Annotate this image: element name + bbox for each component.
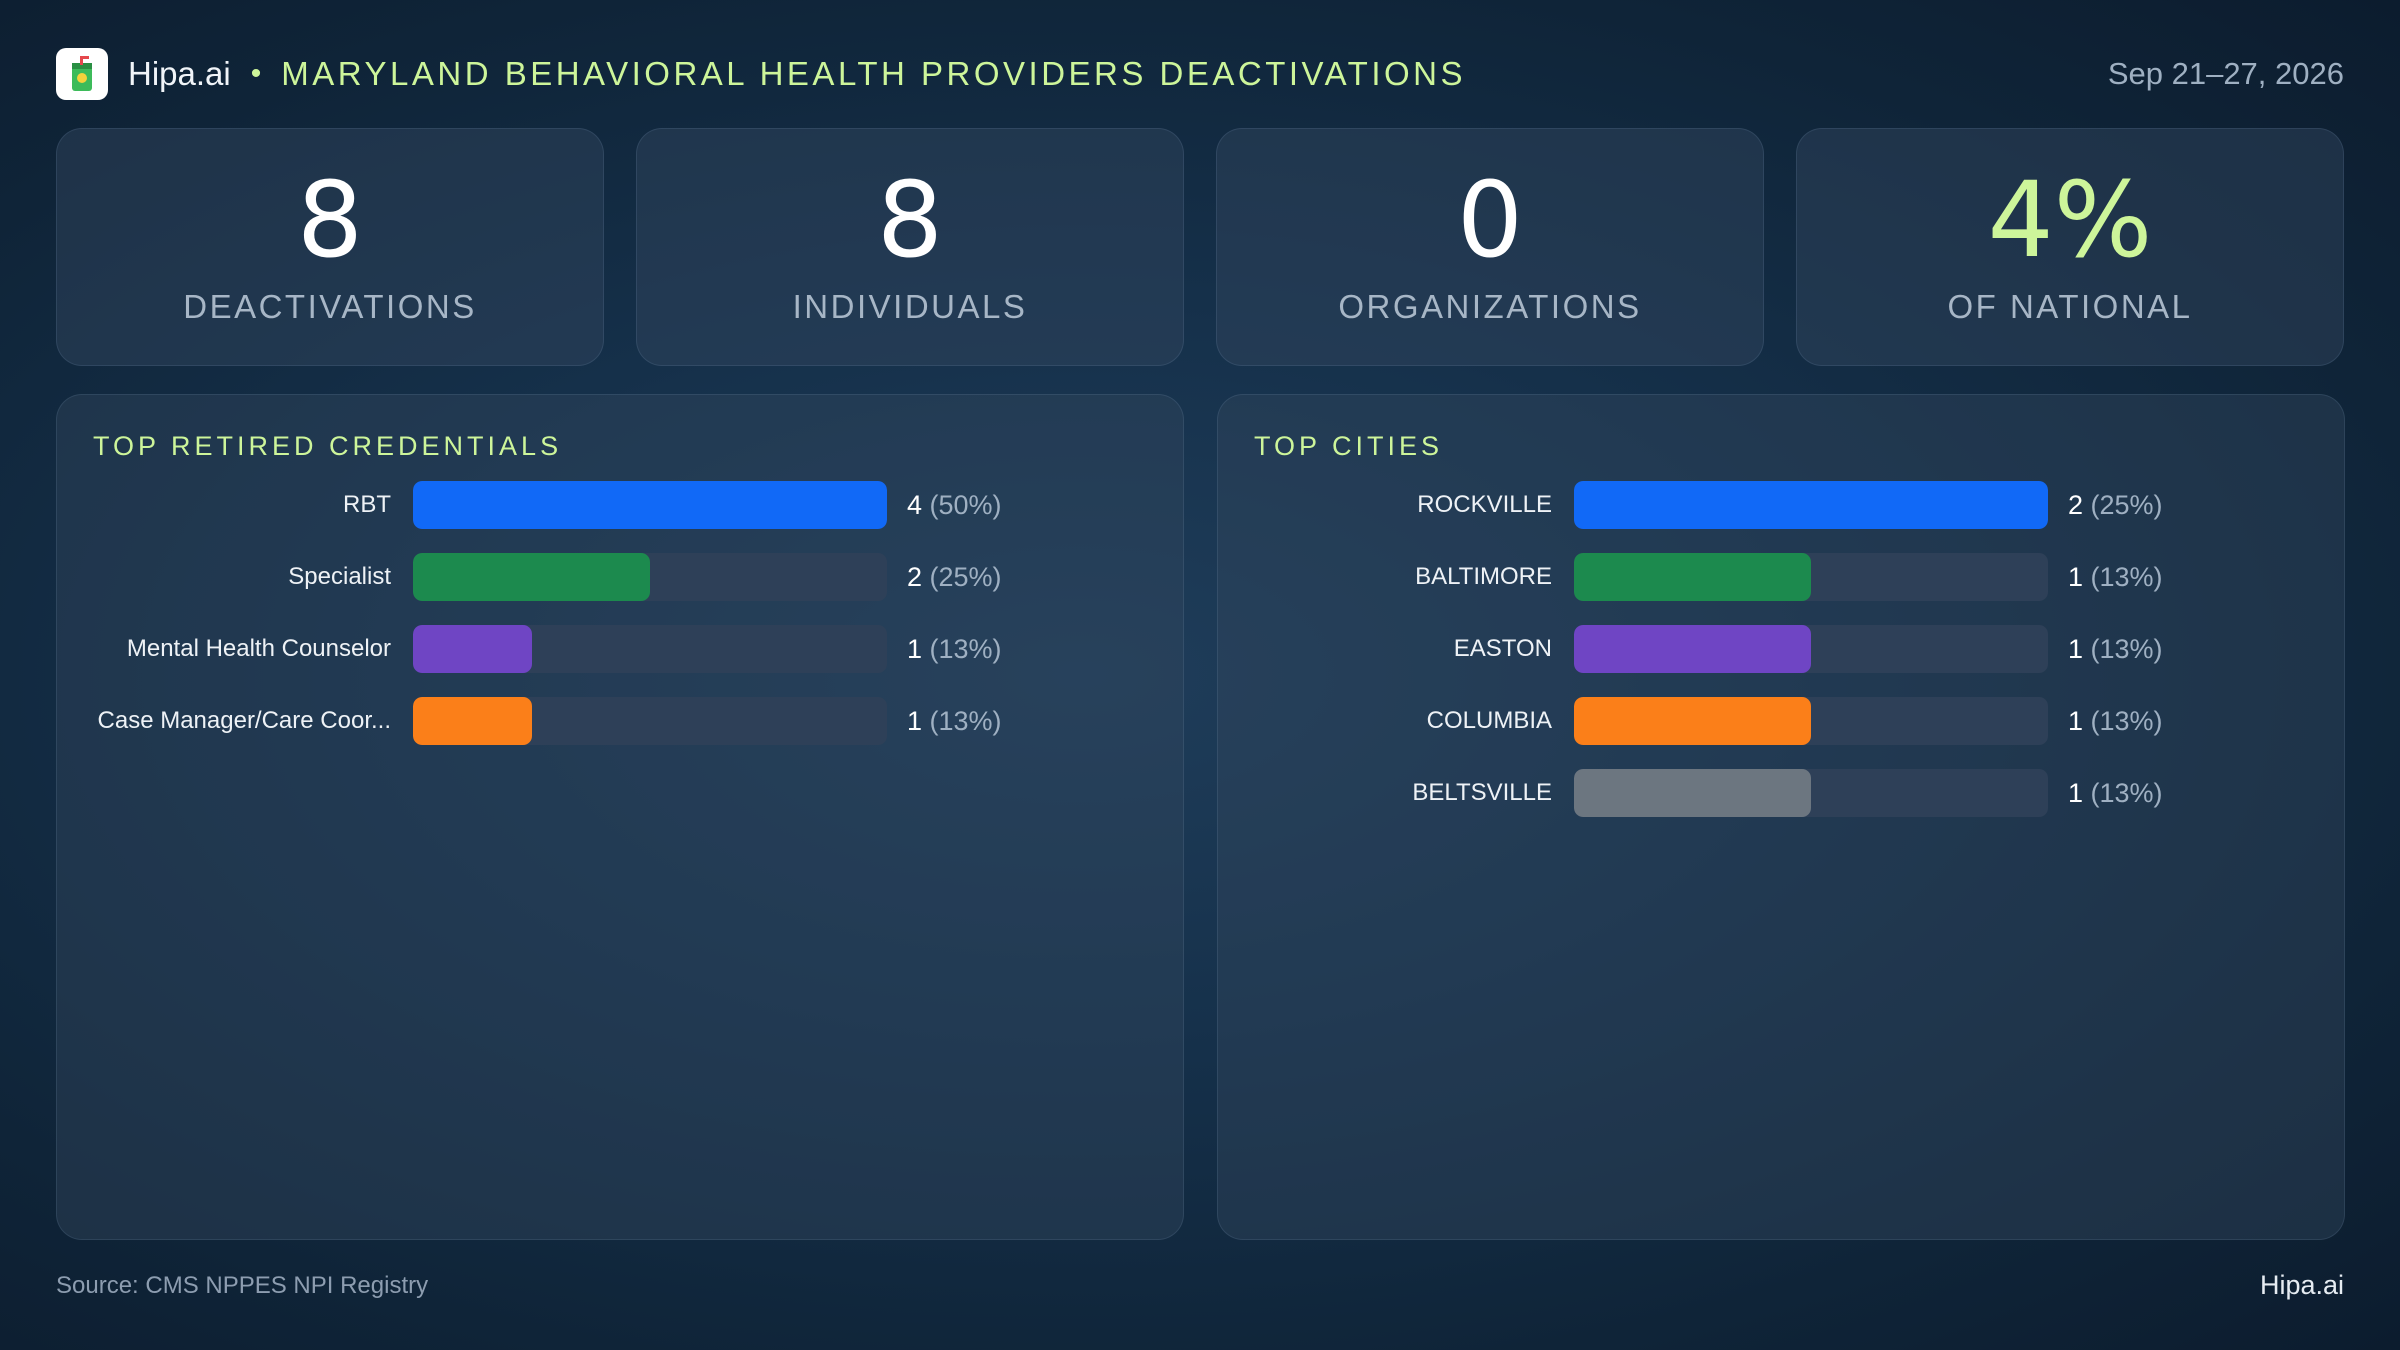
credentials-chart-panel: TOP RETIRED CREDENTIALS RBT 4 (50%) Specia… [56,394,1184,1240]
bar [413,481,887,529]
bar-label: BELTSVILLE [1412,779,1552,806]
bar-track [1574,769,2048,817]
bar-label: EASTON [1453,635,1552,662]
kpi-card-organizations: 0 ORGANIZATIONS [1216,128,1764,366]
kpi-label: OF NATIONAL [1947,288,2193,325]
bar-value-label: 1 (13%) [2068,553,2163,601]
chart-title: TOP CITIES [1254,431,1444,461]
kpi-card-deactivations: 8 DEACTIVATIONS [56,128,604,366]
cities-chart-panel: TOP CITIES ROCKVILLE 2 (25%) BALTIMORE 1 (1… [1217,394,2345,1240]
bar [1574,769,1811,817]
bar-value-label: 2 (25%) [907,553,1002,601]
bar-percent: (13%) [2090,634,2163,664]
bar-value: 1 [2068,706,2091,736]
bar [1574,697,1811,745]
bar-label: Mental Health Counselor [126,635,391,662]
bar-percent: (13%) [2090,778,2163,808]
kpi-row: 8 DEACTIVATIONS 8 INDIVIDUALS 0 ORGANIZA… [56,128,2344,366]
page-title: MARYLAND BEHAVIORAL HEALTH PROVIDERS DEA… [281,55,1467,92]
bar-value: 2 [907,562,930,592]
bar [1574,481,2048,529]
kpi-value: 8 [876,159,944,281]
kpi-card-individuals: 8 INDIVIDUALS [636,128,1184,366]
date-range: Sep 21–27, 2026 [2107,56,2344,91]
bar [1574,625,1811,673]
bar-label: BALTIMORE [1415,563,1552,590]
bar-value: 2 [2068,490,2091,520]
bar-value-label: 4 (50%) [907,481,1002,529]
bar-value: 4 [907,490,930,520]
title-separator: • [250,57,262,90]
bar-track [1574,625,2048,673]
bar-track [413,553,887,601]
kpi-card-national-share: 4% OF NATIONAL [1796,128,2344,366]
bar-percent: (50%) [929,490,1002,520]
bar-value: 1 [2068,778,2091,808]
beverage-cup-icon [56,48,108,100]
kpi-value: 4% [1987,159,2153,281]
bar-track [1574,481,2048,529]
chart-title: TOP RETIRED CREDENTIALS [93,431,563,461]
bar-value: 1 [2068,634,2091,664]
bar-value-label: 1 (13%) [907,625,1002,673]
header: Hipa.ai • MARYLAND BEHAVIORAL HEALTH PRO… [56,48,2344,100]
footer-brand: Hipa.ai [2259,1270,2344,1300]
bar-value: 1 [2068,562,2091,592]
bar-track [413,481,887,529]
bar-row: COLUMBIA 1 (13%) [1218,697,2344,745]
bar-percent: (13%) [2090,706,2163,736]
bar-percent: (13%) [929,706,1002,736]
bar-row: Mental Health Counselor 1 (13%) [57,625,1183,673]
kpi-label: DEACTIVATIONS [183,288,477,325]
bar-label: ROCKVILLE [1417,491,1552,518]
bar-percent: (25%) [929,562,1002,592]
bar-percent: (13%) [929,634,1002,664]
bar-track [1574,553,2048,601]
bar-row: ROCKVILLE 2 (25%) [1218,481,2344,529]
bar-value-label: 1 (13%) [907,697,1002,745]
bar-label: RBT [343,491,391,518]
bar-row: RBT 4 (50%) [57,481,1183,529]
kpi-value: 0 [1456,159,1524,281]
bar-value-label: 1 (13%) [2068,625,2163,673]
bar-track [413,697,887,745]
bar [413,553,650,601]
bar-row: BELTSVILLE 1 (13%) [1218,769,2344,817]
bar-value-label: 1 (13%) [2068,769,2163,817]
bar [413,625,532,673]
bar-value-label: 1 (13%) [2068,697,2163,745]
bar-label: COLUMBIA [1426,707,1552,734]
bar-value: 1 [907,706,930,736]
bar-row: EASTON 1 (13%) [1218,625,2344,673]
bar [413,697,532,745]
bar-row: Case Manager/Care Coor... 1 (13%) [57,697,1183,745]
bar-percent: (13%) [2090,562,2163,592]
kpi-label: ORGANIZATIONS [1338,288,1642,325]
brand-name: Hipa.ai [128,55,231,92]
bar-value-label: 2 (25%) [2068,481,2163,529]
bar-label: Specialist [288,563,391,590]
bar-label: Case Manager/Care Coor... [97,707,391,734]
bar-value: 1 [907,634,930,664]
source-note: Source: CMS NPPES NPI Registry [56,1272,429,1299]
bar-track [1574,697,2048,745]
bar-percent: (25%) [2090,490,2163,520]
bar-row: Specialist 2 (25%) [57,553,1183,601]
kpi-label: INDIVIDUALS [792,288,1028,325]
kpi-value: 8 [296,159,364,281]
bar-track [413,625,887,673]
bar [1574,553,1811,601]
bar-row: BALTIMORE 1 (13%) [1218,553,2344,601]
